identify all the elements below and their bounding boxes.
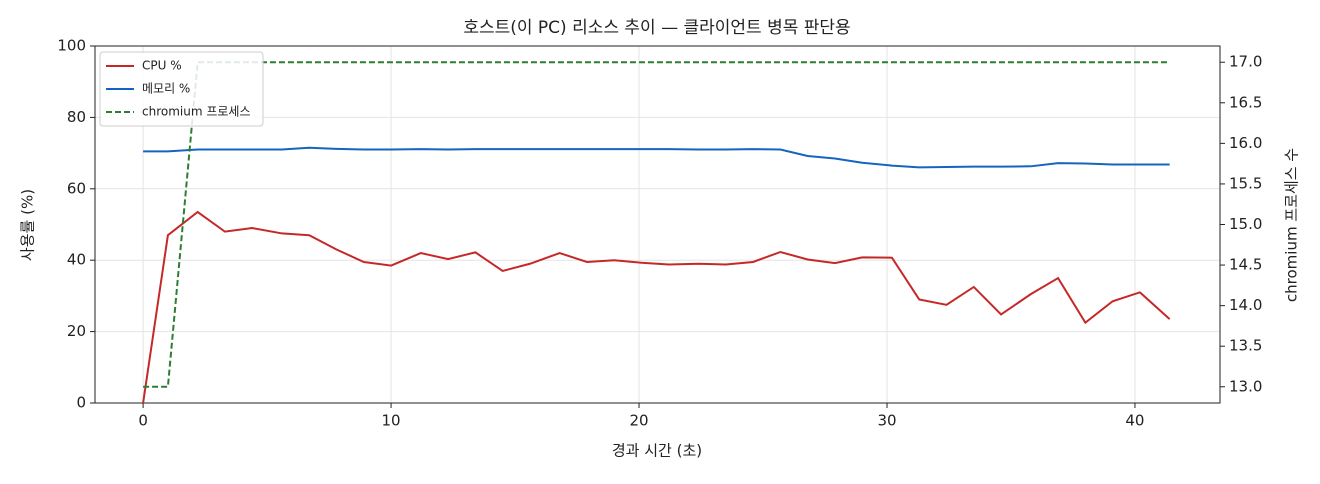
x-tick-label: 40 (1125, 412, 1144, 430)
x-tick-label: 10 (382, 412, 401, 430)
y-tick-label: 80 (67, 108, 86, 126)
series-line (142, 210, 1171, 404)
series-line (143, 61, 1170, 388)
y-axis-label: 사용률 (%) (19, 189, 37, 261)
chart-title: 호스트(이 PC) 리소스 추이 — 클라이언트 병목 판단용 (463, 18, 850, 38)
y-tick-label: 0 (76, 394, 86, 412)
y-tick-label: 100 (57, 37, 86, 55)
y2-tick-label: 15.5 (1229, 174, 1262, 192)
legend-label: CPU % (142, 59, 182, 73)
y2-tick-label: 15.0 (1229, 215, 1262, 233)
x-axis-label: 경과 시간 (초) (612, 442, 702, 460)
x-tick-label: 20 (629, 412, 648, 430)
y-tick-label: 20 (67, 322, 86, 340)
y2-tick-label: 14.5 (1229, 256, 1262, 274)
y2-tick-label: 17.0 (1229, 53, 1262, 71)
y2-tick-label: 16.0 (1229, 134, 1262, 152)
legend-box (99, 51, 264, 127)
y2-tick-label: 14.0 (1229, 296, 1262, 314)
y-tick-label: 60 (67, 179, 86, 197)
series-line (143, 146, 1170, 169)
y2-tick-label: 13.5 (1229, 337, 1262, 355)
legend-label: 메모리 % (142, 82, 190, 96)
y2-axis-label: chromium 프로세스 수 (1283, 148, 1301, 302)
plot-frame (94, 45, 1221, 404)
y2-tick-label: 16.5 (1229, 93, 1262, 111)
y2-tick-label: 13.0 (1229, 377, 1262, 395)
x-tick-label: 30 (877, 412, 896, 430)
legend-label: chromium 프로세스 (142, 105, 251, 119)
x-tick-label: 0 (138, 412, 148, 430)
y-tick-label: 40 (67, 251, 86, 269)
